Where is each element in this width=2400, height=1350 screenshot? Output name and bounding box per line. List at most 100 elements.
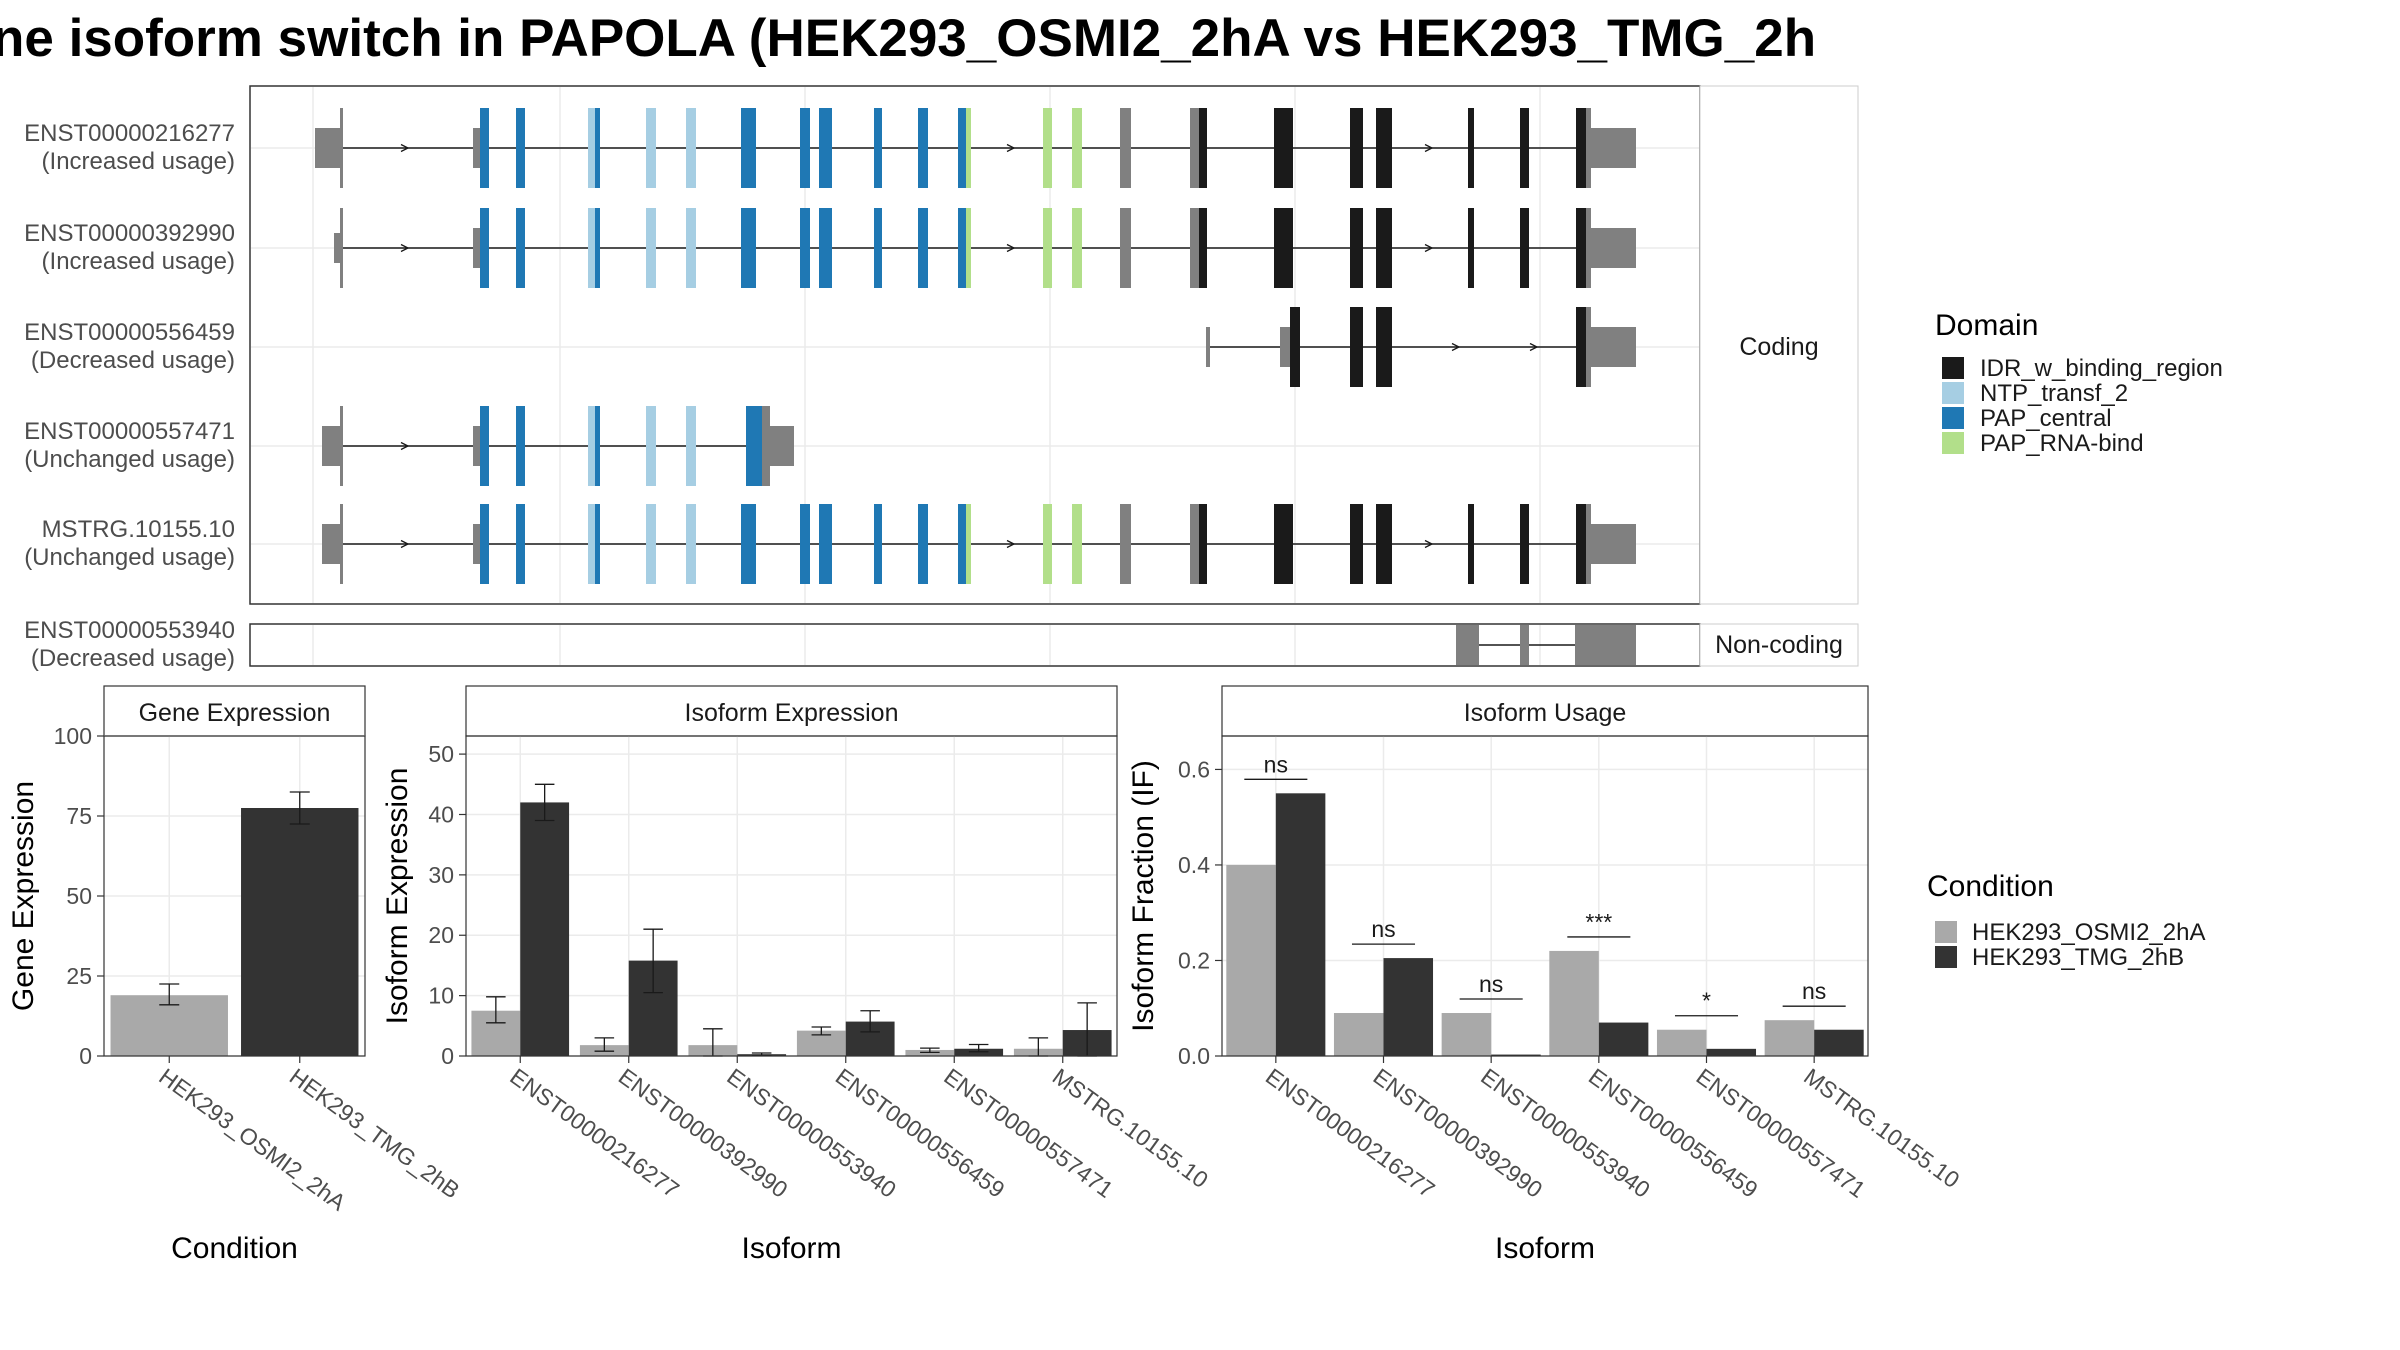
exon	[1576, 504, 1586, 584]
exon	[473, 524, 480, 564]
exon	[1586, 108, 1591, 188]
exon	[322, 524, 340, 564]
y-tick-label: 0	[79, 1043, 92, 1069]
transcript-track-5	[322, 504, 1636, 584]
exon	[819, 504, 832, 584]
bar	[1549, 950, 1599, 1056]
domain-legend-swatch	[1942, 357, 1964, 379]
strand-arrow	[1424, 143, 1434, 153]
exon	[1280, 327, 1290, 367]
significance-label: *	[1702, 988, 1711, 1014]
panel-strip	[103, 685, 366, 737]
exon	[1350, 108, 1363, 188]
exon	[588, 108, 595, 188]
exon	[1575, 625, 1636, 665]
bar	[520, 802, 570, 1056]
exon	[595, 108, 600, 188]
exon	[1591, 228, 1636, 268]
exon	[1376, 108, 1392, 188]
exon	[480, 208, 489, 288]
y-tick-label: 0	[441, 1043, 454, 1069]
strand-arrow	[1529, 342, 1539, 352]
domain-legend-label: IDR_w_binding_region	[1980, 355, 2223, 382]
exon	[473, 228, 480, 268]
exon	[748, 504, 756, 584]
exon	[748, 208, 756, 288]
bar	[1491, 1054, 1541, 1056]
transcript-id-label: ENST00000392990	[24, 220, 235, 247]
exon	[646, 504, 656, 584]
strand-arrow	[400, 143, 410, 153]
coding-panel	[249, 85, 1701, 605]
bar	[1275, 793, 1326, 1056]
y-tick-label: 75	[66, 803, 92, 829]
exon	[1290, 307, 1300, 387]
isoform-expression-chart: Isoform Expression01020304050ENST0000021…	[381, 685, 1213, 1265]
exon	[762, 406, 770, 486]
domain-legend: Domain IDR_w_binding_regionNTP_transf_2P…	[1935, 309, 2223, 457]
coding-strip	[1699, 85, 1859, 605]
strand-arrow	[1006, 539, 1016, 549]
panel-strip-title: Isoform Expression	[685, 699, 899, 727]
domain-legend-swatch	[1942, 407, 1964, 429]
domain-legend-label: PAP_central	[1980, 405, 2112, 432]
exon	[800, 504, 810, 584]
bar	[1598, 1022, 1649, 1056]
strand-arrow	[1424, 539, 1434, 549]
transcript-track-3	[1206, 307, 1636, 387]
exon	[1520, 625, 1529, 665]
y-tick-label: 0.2	[1178, 947, 1210, 973]
exon	[958, 208, 966, 288]
exon	[1072, 108, 1082, 188]
x-axis-title: Condition	[171, 1232, 298, 1265]
exon	[1350, 504, 1363, 584]
exon	[595, 504, 600, 584]
panel-strip-title: Isoform Usage	[1464, 699, 1627, 727]
structure-panel: Coding Non-coding ENST00000216277(Increa…	[24, 85, 1859, 672]
transcript-usage-label: (Increased usage)	[42, 248, 235, 275]
bar	[1656, 1029, 1707, 1056]
exon	[1468, 108, 1474, 188]
panel-strip-title: Gene Expression	[139, 699, 331, 727]
strand-arrow	[400, 243, 410, 253]
exon	[918, 504, 928, 584]
y-tick-label: 10	[428, 983, 454, 1009]
exon	[588, 504, 595, 584]
exon	[516, 108, 525, 188]
significance-label: ns	[1371, 916, 1395, 942]
exon	[819, 108, 832, 188]
bar	[1383, 958, 1434, 1056]
y-tick-label: 50	[66, 883, 92, 909]
exon	[340, 504, 343, 584]
transcript-id-label: ENST00000556459	[24, 319, 235, 346]
exon	[315, 128, 340, 168]
bar	[1764, 1020, 1815, 1056]
exon	[966, 504, 971, 584]
strand-arrow	[400, 539, 410, 549]
y-tick-label: 40	[428, 801, 454, 827]
exon	[1376, 504, 1392, 584]
exon	[1586, 504, 1591, 584]
exon	[1190, 208, 1199, 288]
exon	[473, 128, 480, 168]
significance-label: ns	[1264, 751, 1288, 777]
transcript-id-label: ENST00000557471	[24, 418, 235, 445]
exon	[1376, 208, 1392, 288]
exon	[1120, 208, 1131, 288]
exon	[874, 108, 882, 188]
transcript-track-2	[334, 208, 1636, 288]
exon	[1576, 208, 1586, 288]
exon	[1072, 504, 1082, 584]
exon	[516, 504, 525, 584]
exon	[800, 108, 810, 188]
exon	[819, 208, 832, 288]
y-tick-label: 20	[428, 922, 454, 948]
exon	[966, 108, 971, 188]
condition-legend-swatch	[1935, 946, 1957, 968]
exon	[1468, 504, 1474, 584]
exon	[1120, 504, 1131, 584]
condition-legend-label: HEK293_OSMI2_2hA	[1972, 919, 2205, 946]
domain-legend-label: NTP_transf_2	[1980, 380, 2128, 407]
y-axis-title: Isoform Expression	[381, 768, 414, 1025]
